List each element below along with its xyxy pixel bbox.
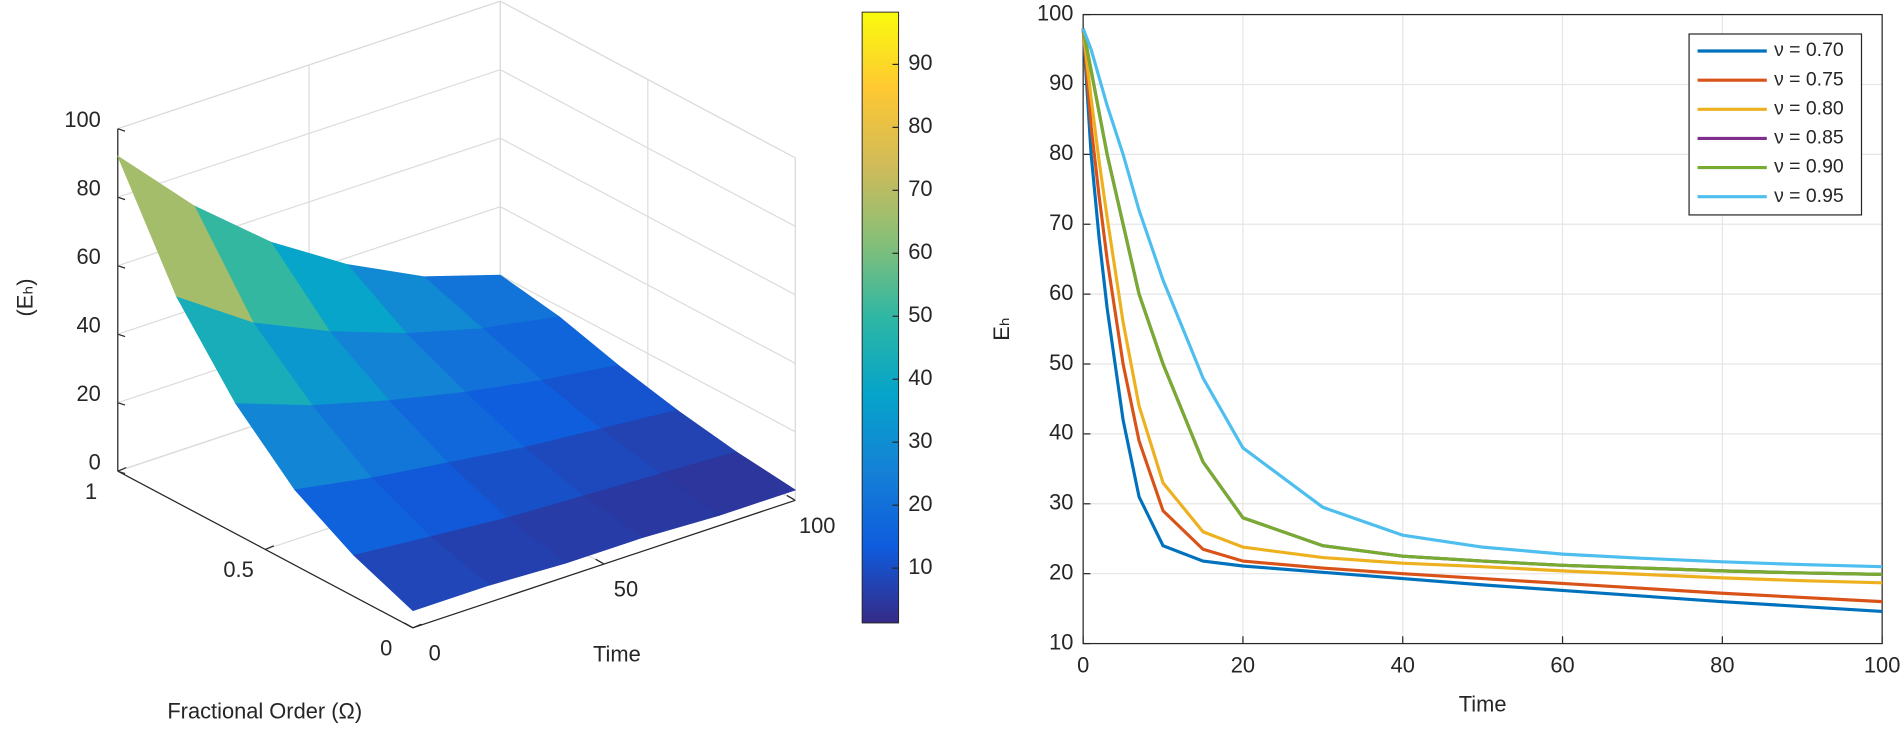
line-series bbox=[1081, 27, 1883, 569]
order-axis-label: Fractional Order (Ω) bbox=[167, 699, 362, 724]
surface-chart: 0 20 40 60 80 100 0 50 100 0 0.5 1 Fractional Order … bbox=[12, 0, 933, 724]
x-tick-label: 0 bbox=[1077, 652, 1089, 677]
y-tick-label: 90 bbox=[1049, 70, 1073, 95]
x-tick-label: 60 bbox=[1550, 652, 1574, 677]
z-tick-label: 40 bbox=[76, 313, 100, 338]
z-axis-label: (Eₕ) bbox=[12, 279, 37, 317]
colorbar-tick-label: 70 bbox=[908, 176, 932, 201]
colorbar-tick-label: 40 bbox=[908, 365, 932, 390]
legend-label: ν = 0.90 bbox=[1774, 156, 1844, 178]
legend-label: ν = 0.80 bbox=[1774, 97, 1844, 119]
z-tick-label: 0 bbox=[89, 450, 101, 475]
colorbar-tick-label: 50 bbox=[908, 302, 932, 327]
legend-label: ν = 0.70 bbox=[1774, 39, 1844, 61]
x-tick-label: 20 bbox=[1231, 652, 1255, 677]
line-chart: 10 20 30 40 50 60 70 80 90 100 0 20 40 60 80 100 ν = 0.7… bbox=[989, 0, 1901, 716]
line-series bbox=[1081, 28, 1883, 604]
y-tick-label: 40 bbox=[1049, 420, 1073, 445]
colorbar-tick-label: 20 bbox=[908, 491, 932, 516]
order-tick-label: 0.5 bbox=[223, 557, 253, 582]
x-axis-label: Time bbox=[1459, 691, 1507, 716]
z-tick bbox=[117, 196, 126, 201]
y-tick-label: 30 bbox=[1049, 490, 1073, 515]
x-tick-label: 100 bbox=[1864, 652, 1900, 677]
y-tick-label: 60 bbox=[1049, 280, 1073, 305]
order-tick bbox=[117, 466, 127, 472]
time-tick-label: 0 bbox=[429, 640, 441, 665]
colorbar-tick-label: 60 bbox=[908, 239, 932, 264]
legend-label: ν = 0.95 bbox=[1774, 185, 1844, 207]
line-series bbox=[1081, 28, 1883, 576]
time-axis-label: Time bbox=[593, 641, 641, 666]
order-tick bbox=[265, 545, 275, 551]
y-tick-label: 80 bbox=[1049, 140, 1073, 165]
order-tick-label: 0 bbox=[380, 635, 392, 660]
y-tick-label: 100 bbox=[1037, 0, 1073, 25]
colorbar bbox=[861, 11, 900, 624]
z-tick bbox=[117, 128, 126, 132]
time-tick bbox=[786, 494, 796, 501]
order-tick-label: 1 bbox=[85, 479, 97, 504]
z-tick-label: 60 bbox=[76, 244, 100, 269]
time-tick-label: 50 bbox=[614, 577, 638, 602]
colorbar-tick-label: 90 bbox=[908, 50, 932, 75]
legend-box bbox=[1688, 33, 1863, 216]
plot-frame bbox=[1082, 13, 1883, 645]
z-tick bbox=[117, 402, 126, 406]
z-tick-label: 80 bbox=[76, 176, 100, 201]
y-tick-label: 70 bbox=[1049, 210, 1073, 235]
y-tick-label: 50 bbox=[1049, 350, 1073, 375]
z-tick bbox=[117, 265, 126, 269]
y-tick-label: 10 bbox=[1049, 629, 1073, 654]
colorbar-tick-label: 30 bbox=[908, 428, 932, 453]
time-tick-label: 100 bbox=[799, 513, 835, 538]
colorbar-tick-label: 10 bbox=[908, 554, 932, 579]
y-tick-label: 20 bbox=[1049, 559, 1073, 584]
time-axis bbox=[412, 499, 796, 629]
x-tick-label: 80 bbox=[1710, 652, 1734, 677]
z-tick-label: 20 bbox=[76, 381, 100, 406]
legend: ν = 0.70 ν = 0.75 ν = 0.80 ν = 0.85 ν = 0.90… bbox=[1688, 33, 1863, 216]
colorbar-tick-label: 80 bbox=[908, 113, 932, 138]
z-tick-label: 100 bbox=[64, 107, 100, 132]
line-series bbox=[1081, 28, 1883, 613]
x-tick-label: 40 bbox=[1391, 652, 1415, 677]
surface-patch bbox=[353, 536, 491, 612]
line-series bbox=[1081, 28, 1883, 585]
legend-label: ν = 0.75 bbox=[1774, 68, 1844, 90]
order-axis bbox=[117, 470, 414, 629]
legend-label: ν = 0.85 bbox=[1774, 127, 1844, 149]
time-tick bbox=[595, 558, 605, 565]
z-tick bbox=[117, 333, 126, 338]
y-axis-label: Eₕ bbox=[989, 317, 1014, 340]
